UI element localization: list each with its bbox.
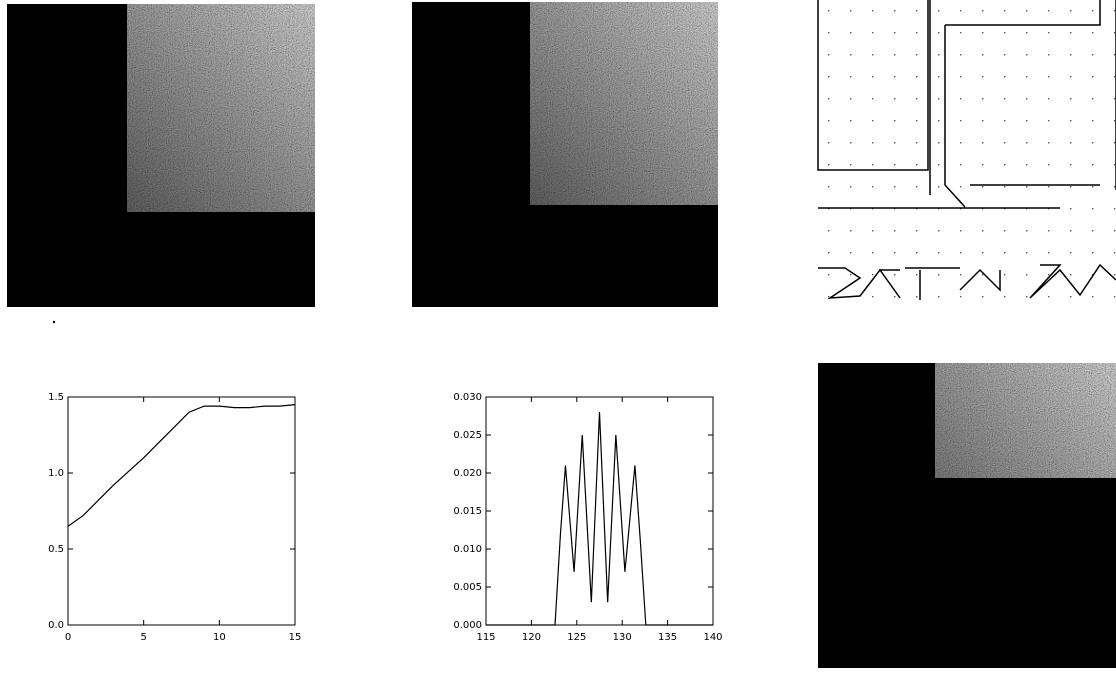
- x-tick-label: 120: [522, 632, 541, 643]
- y-tick-label: 0.010: [453, 544, 482, 555]
- y-tick-label: 1.0: [48, 468, 64, 479]
- y-tick-label: 0.005: [453, 582, 482, 593]
- x-tick-label: 130: [613, 632, 632, 643]
- x-tick-label: 5: [140, 632, 146, 643]
- data-line: [486, 412, 713, 626]
- y-tick-label: 0.000: [453, 620, 482, 631]
- x-tick-label: 115: [476, 632, 495, 643]
- y-tick-label: 0.5: [48, 544, 64, 555]
- line-diagram: [816, 0, 1116, 310]
- y-tick-label: 0.0: [48, 620, 64, 631]
- x-tick-label: 15: [289, 632, 302, 643]
- plot-frame: [67, 396, 296, 626]
- plot-frame: [485, 396, 714, 626]
- image-panel: [7, 4, 315, 324]
- x-tick-label: 125: [567, 632, 586, 643]
- data-line: [67, 404, 296, 527]
- y-tick-label: 1.5: [48, 392, 64, 403]
- image-panel: [818, 363, 1116, 668]
- y-tick-label: 0.020: [453, 468, 482, 479]
- x-tick-label: 10: [213, 632, 226, 643]
- image-panel: [412, 2, 718, 307]
- x-tick-label: 135: [658, 632, 677, 643]
- x-tick-label: 140: [703, 632, 722, 643]
- x-tick-label: 0: [65, 632, 71, 643]
- y-tick-label: 0.025: [453, 430, 482, 441]
- y-tick-label: 0.030: [453, 392, 482, 403]
- y-tick-label: 0.015: [453, 506, 482, 517]
